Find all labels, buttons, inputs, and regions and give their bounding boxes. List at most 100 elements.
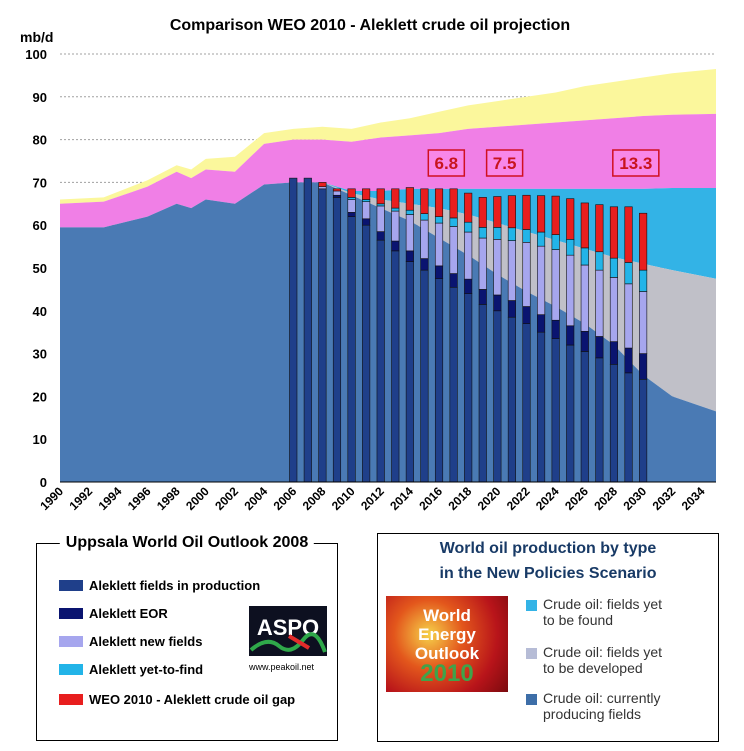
y-axis-label: mb/d xyxy=(20,29,53,45)
x-tick-label: 2014 xyxy=(387,484,416,513)
bar-new-fields xyxy=(566,254,575,327)
bar-eor xyxy=(449,273,458,288)
bar-eor xyxy=(639,353,648,380)
weo-logo-year: 2010 xyxy=(420,660,474,687)
x-tick-label: 2030 xyxy=(620,484,649,513)
bar-eor xyxy=(566,325,575,346)
bar-eor xyxy=(580,331,589,352)
bar-yet-to-find xyxy=(376,203,385,207)
annotation-box xyxy=(427,149,466,177)
y-tick-label: 60 xyxy=(33,218,47,233)
legend-label: Aleklett new fields xyxy=(89,634,203,649)
bar-crude-oil-gap xyxy=(639,212,648,271)
legend-item-yet-to-be-developed: Crude oil: fields yet to be developed xyxy=(526,644,662,676)
bar-crude-oil-gap xyxy=(464,192,473,223)
y-tick-label: 50 xyxy=(33,261,47,276)
bar-yet-to-find xyxy=(478,227,487,239)
weo-logo-line2: Energy xyxy=(418,625,476,644)
bar-new-fields xyxy=(507,240,516,301)
bar-crude-oil-gap xyxy=(522,194,531,230)
bar-eor xyxy=(362,218,371,226)
legend-item-eor: Aleklett EOR xyxy=(59,606,168,621)
bar-crude-oil-gap xyxy=(376,188,385,205)
y-tick-label: 10 xyxy=(33,432,47,447)
bar-yet-to-find xyxy=(639,269,648,292)
x-tick-label: 1992 xyxy=(66,484,95,513)
legend-left-box: Uppsala World Oil Outlook 2008 Aleklett … xyxy=(36,534,338,741)
bar-crude-oil-gap xyxy=(449,188,458,219)
bar-eor xyxy=(332,194,342,198)
bar-eor xyxy=(537,314,546,333)
bar-new-fields xyxy=(391,210,400,242)
bar-yet-to-find xyxy=(522,229,531,243)
x-tick-label: 2002 xyxy=(212,484,241,513)
bar-crude-oil-gap xyxy=(595,204,604,253)
y-tick-label: 100 xyxy=(25,47,47,62)
bar-eor xyxy=(551,319,560,339)
bar-eor xyxy=(376,231,385,241)
annotation-label: 6.8 xyxy=(434,154,458,173)
legend-label: Crude oil: currently producing fields xyxy=(543,690,661,722)
bar-fields-in-production xyxy=(318,188,327,483)
bar-eor xyxy=(595,336,604,359)
bar-yet-to-find xyxy=(507,227,516,241)
area-yellow xyxy=(60,68,716,204)
x-tick-label: 2028 xyxy=(591,484,620,513)
bar-crude-oil-gap xyxy=(391,188,400,209)
bar-fields-in-production xyxy=(493,310,502,483)
legend-item-new-fields: Aleklett new fields xyxy=(59,634,202,649)
x-tick-label: 2034 xyxy=(679,484,708,513)
bar-eor xyxy=(478,289,487,305)
legend-label: Aleklett EOR xyxy=(89,606,168,621)
bar-eor xyxy=(347,212,356,217)
bar-fields-in-production xyxy=(391,250,400,483)
bar-crude-oil-gap xyxy=(507,195,516,229)
legend-swatch xyxy=(526,694,537,705)
bar-fields-in-production xyxy=(624,372,633,483)
chart-title: Comparison WEO 2010 - Aleklett crude oil… xyxy=(170,17,570,34)
bar-new-fields xyxy=(639,291,648,354)
y-tick-label: 70 xyxy=(33,175,47,190)
bar-eor xyxy=(609,341,619,365)
bar-yet-to-find xyxy=(434,216,444,224)
bar-yet-to-find xyxy=(391,207,400,212)
bar-yet-to-find xyxy=(566,239,575,256)
bar-eor xyxy=(507,300,516,318)
legend-right-title-line1: World oil production by type xyxy=(439,540,657,557)
bar-new-fields xyxy=(551,249,560,321)
bar-eor xyxy=(405,250,414,262)
x-tick-label: 1994 xyxy=(96,484,125,513)
bar-crude-oil-gap xyxy=(551,195,560,235)
bar-crude-oil-gap xyxy=(405,187,414,211)
bar-yet-to-find xyxy=(493,227,502,240)
legend-left-title: Uppsala World Oil Outlook 2008 xyxy=(59,534,315,552)
annotation-box xyxy=(485,149,524,177)
bar-crude-oil-gap xyxy=(493,196,502,228)
bar-new-fields xyxy=(434,222,444,267)
bar-new-fields xyxy=(580,264,589,332)
y-tick-label: 40 xyxy=(33,304,47,319)
bar-crude-oil-gap xyxy=(624,206,633,263)
bar-crude-oil-gap xyxy=(478,197,487,228)
bar-fields-in-production xyxy=(478,304,487,483)
y-tick-label: 20 xyxy=(33,389,47,404)
bar-yet-to-find xyxy=(420,213,429,221)
bar-yet-to-find xyxy=(405,209,414,215)
bar-series xyxy=(289,177,648,483)
aspo-logo: ASPO xyxy=(249,606,327,656)
bar-fields-in-production xyxy=(537,331,546,483)
bar-yet-to-find xyxy=(624,262,633,285)
weo-logo-text: World Energy Outlook xyxy=(386,606,508,663)
legend-label: Crude oil: fields yet to be developed xyxy=(543,644,663,676)
bar-crude-oil-gap xyxy=(420,188,429,214)
x-tick-label: 2020 xyxy=(475,484,504,513)
legend-swatch xyxy=(59,664,83,675)
x-tick-label: 2024 xyxy=(533,484,562,513)
legend-item-yet-to-be-found: Crude oil: fields yet to be found xyxy=(526,596,662,628)
legend-swatch xyxy=(526,648,537,659)
x-tick-label: 2022 xyxy=(504,484,533,513)
legend-label: Crude oil: fields yet to be found xyxy=(543,596,663,628)
legend-item-crude-oil-gap: WEO 2010 - Aleklett crude oil gap xyxy=(59,692,295,707)
legend-right-title-line2: in the New Policies Scenario xyxy=(439,565,657,582)
